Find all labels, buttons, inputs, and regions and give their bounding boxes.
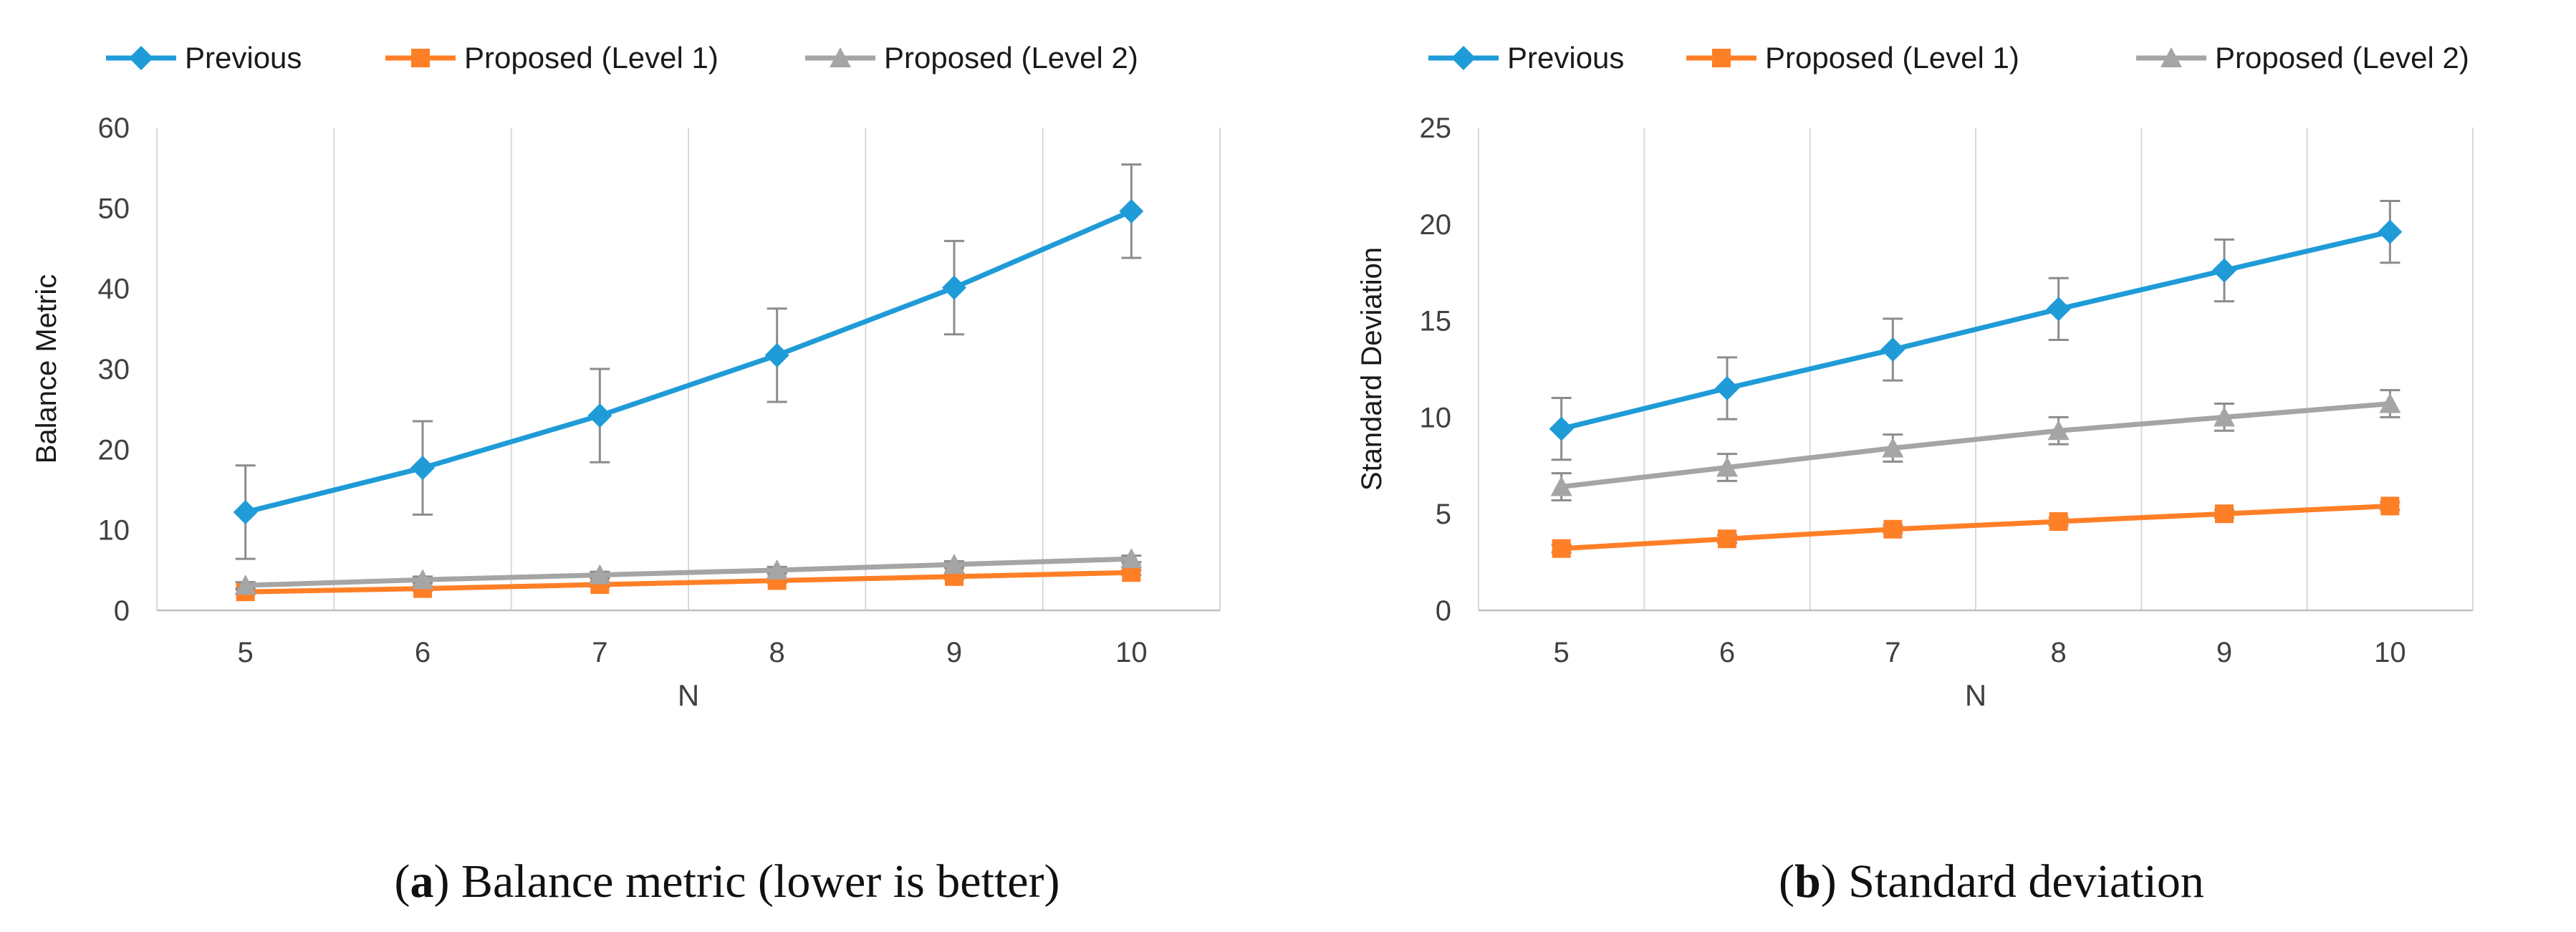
data-point	[2378, 219, 2403, 244]
y-tick-label: 15	[1420, 306, 1452, 337]
data-point	[2049, 511, 2068, 531]
y-tick-label: 30	[98, 354, 130, 385]
y-tick-label: 0	[1436, 595, 1451, 627]
legend-entry: Proposed (Level 2)	[2136, 41, 2469, 75]
legend-label: Proposed (Level 2)	[884, 41, 1138, 75]
data-point	[589, 564, 611, 585]
x-tick-label: 9	[946, 637, 962, 668]
y-tick-label: 20	[1420, 209, 1452, 241]
series-line	[244, 208, 1133, 515]
x-tick-label: 9	[2216, 637, 2232, 668]
x-tick-label: 5	[238, 637, 254, 668]
data-point	[1883, 519, 1903, 539]
data-point	[1550, 476, 1572, 496]
data-point	[1120, 548, 1143, 569]
legend-label: Previous	[1507, 41, 1624, 75]
caption-letter: b	[1794, 855, 1821, 908]
data-point	[764, 342, 789, 367]
y-axis-title: Balance Metric	[31, 274, 62, 464]
series-previous	[233, 163, 1144, 560]
data-point	[412, 569, 433, 590]
y-tick-label: 60	[98, 112, 130, 144]
y-tick-label: 40	[98, 274, 130, 305]
series-previous	[1549, 199, 2403, 461]
caption-paren-open: (	[394, 855, 410, 908]
legend-label: Proposed (Level 2)	[2215, 41, 2469, 75]
x-tick-label: 10	[2374, 637, 2406, 668]
x-tick-label: 7	[592, 637, 607, 668]
chart-standard-deviation: 0 5 10 15 20 25 5 6 7 8 9 10 N Standard Deviation Prev…	[1356, 41, 2474, 908]
y-tick-label: 25	[1420, 112, 1452, 144]
y-tick-label: 10	[1420, 402, 1452, 433]
series-proposed-level-1	[1551, 496, 2400, 558]
data-point	[1549, 416, 1574, 441]
data-point	[1119, 198, 1144, 224]
x-tick-label: 8	[769, 637, 785, 668]
caption-text: ) Standard deviation	[1821, 855, 2204, 908]
x-tick-label: 5	[1554, 637, 1570, 668]
series-line	[1560, 229, 2391, 431]
y-tick-label: 5	[1436, 499, 1451, 530]
x-axis-title: N	[1965, 678, 1986, 712]
data-point	[2379, 393, 2401, 413]
x-tick-label: 10	[1115, 637, 1148, 668]
caption-letter: a	[410, 855, 433, 908]
x-tick-label: 7	[1885, 637, 1900, 668]
y-tick-label: 50	[98, 193, 130, 224]
data-point	[766, 559, 788, 580]
legend-label: Previous	[185, 41, 302, 75]
data-point	[1880, 337, 1905, 362]
figure-caption: (b) Standard deviation	[1779, 855, 2204, 908]
data-point	[410, 456, 435, 481]
legend-marker	[830, 47, 851, 67]
data-point	[2212, 258, 2236, 283]
series-line	[1561, 401, 2390, 489]
legend-marker	[129, 46, 153, 70]
x-tick-label: 6	[1719, 637, 1735, 668]
x-tick-label: 6	[415, 637, 431, 668]
legend-marker	[2161, 47, 2182, 67]
legend-label: Proposed (Level 1)	[464, 41, 719, 75]
y-tick-label: 10	[98, 515, 130, 547]
data-point	[2215, 504, 2234, 524]
data-point	[234, 575, 256, 595]
data-point	[2380, 496, 2400, 516]
legend-marker	[411, 49, 430, 67]
caption-paren-open: (	[1779, 855, 1794, 908]
data-point	[1715, 375, 1739, 400]
legend-marker	[1451, 46, 1476, 70]
series-proposed-level-2	[1550, 389, 2401, 501]
chart-balance-metric: 0 10 20 30 40 50 60 5 6 7 8 9 10 N Balance Metric Previ…	[31, 41, 1221, 908]
series-line	[245, 570, 1132, 595]
y-axis-title: Standard Deviation	[1356, 247, 1388, 491]
data-point	[2214, 406, 2235, 427]
legend-entry: Proposed (Level 1)	[1686, 41, 2019, 75]
legend-label: Proposed (Level 1)	[1765, 41, 2019, 75]
y-tick-label: 0	[114, 595, 130, 627]
data-point	[1552, 539, 1571, 558]
data-point	[2046, 297, 2071, 322]
legend-entry: Previous	[1428, 41, 1624, 75]
data-point	[233, 499, 258, 524]
data-point	[1716, 456, 1738, 477]
x-tick-label: 8	[2051, 637, 2067, 668]
y-tick-label: 20	[98, 434, 130, 466]
series-proposed-level-2	[234, 548, 1143, 595]
series-line	[245, 556, 1132, 588]
figure-caption: (a) Balance metric (lower is better)	[394, 855, 1059, 908]
data-point	[587, 403, 612, 428]
data-point	[942, 275, 966, 300]
data-point	[1882, 437, 1904, 458]
legend-entry: Proposed (Level 2)	[805, 41, 1138, 75]
x-axis-title: N	[678, 678, 699, 712]
legend-entry: Previous	[106, 41, 302, 75]
caption-text: ) Balance metric (lower is better)	[433, 855, 1059, 908]
data-point	[2047, 420, 2070, 441]
legend-marker	[1712, 49, 1731, 67]
legend-entry: Proposed (Level 1)	[385, 41, 719, 75]
data-point	[943, 553, 965, 574]
data-point	[1718, 529, 1736, 549]
series-line	[1561, 503, 2390, 552]
